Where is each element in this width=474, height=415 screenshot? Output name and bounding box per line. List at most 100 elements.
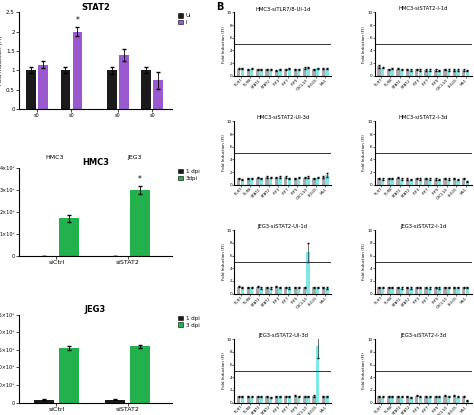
Bar (269, 398, 272, 403)
Bar (377, 287, 381, 294)
Bar (256, 287, 259, 294)
Bar (396, 178, 400, 185)
Bar (387, 69, 390, 76)
Bar (409, 180, 412, 185)
Bar (447, 396, 450, 403)
Bar (381, 179, 384, 185)
Bar (59, 218, 79, 256)
Bar (250, 287, 254, 294)
Bar (415, 287, 419, 294)
Bar (241, 287, 244, 294)
Title: JEG3-siSTAT2-I-3d: JEG3-siSTAT2-I-3d (400, 333, 447, 338)
Bar (269, 288, 272, 294)
Bar (275, 71, 278, 76)
Bar (278, 177, 282, 185)
Legend: 1 dpi, 3dpi: 1 dpi, 3dpi (178, 169, 200, 181)
Title: JEG3: JEG3 (85, 305, 106, 314)
Bar (246, 69, 250, 76)
Bar (425, 396, 428, 403)
Bar (428, 70, 431, 76)
Bar (237, 178, 240, 185)
Bar (297, 396, 301, 403)
Bar (456, 287, 460, 294)
Bar (438, 397, 441, 403)
Bar (456, 397, 460, 403)
Bar (61, 71, 70, 109)
Bar (275, 396, 278, 403)
Bar (288, 69, 291, 76)
Bar (387, 287, 390, 294)
Bar (312, 178, 316, 185)
Bar (259, 288, 263, 294)
Bar (154, 80, 163, 109)
Title: HMC3-siTLR7/8-UI-1d: HMC3-siTLR7/8-UI-1d (255, 6, 310, 11)
Bar (465, 71, 469, 76)
Bar (400, 288, 403, 294)
Bar (462, 178, 465, 185)
Bar (303, 178, 306, 185)
Title: JEG3-siSTAT2-UI-3d: JEG3-siSTAT2-UI-3d (258, 333, 308, 338)
Bar (293, 395, 297, 403)
Bar (26, 71, 36, 109)
Bar (278, 287, 282, 294)
Bar (443, 395, 447, 403)
Bar (447, 179, 450, 185)
Bar (415, 69, 419, 76)
Bar (246, 178, 250, 185)
Bar (293, 287, 297, 294)
Bar (307, 396, 310, 403)
Bar (288, 396, 291, 403)
Bar (288, 178, 291, 185)
Bar (428, 179, 431, 185)
Y-axis label: Fold Induction (FI): Fold Induction (FI) (0, 36, 3, 85)
Bar (284, 396, 287, 403)
Bar (237, 287, 240, 294)
Bar (391, 178, 394, 185)
Bar (130, 347, 150, 403)
Bar (409, 70, 412, 76)
Y-axis label: Fold Induction (FI): Fold Induction (FI) (221, 244, 226, 281)
Bar (297, 69, 301, 76)
Bar (250, 178, 254, 185)
Bar (400, 397, 403, 403)
Bar (434, 287, 437, 294)
Bar (400, 179, 403, 185)
Bar (34, 400, 54, 403)
Bar (462, 70, 465, 76)
Y-axis label: Fold Induction (FI): Fold Induction (FI) (362, 134, 366, 171)
Bar (141, 71, 151, 109)
Bar (325, 396, 328, 403)
Bar (453, 287, 456, 294)
Bar (396, 69, 400, 76)
Bar (275, 178, 278, 185)
Bar (73, 32, 82, 109)
Bar (325, 175, 328, 185)
Bar (237, 69, 240, 76)
Title: HMC3: HMC3 (82, 158, 109, 167)
Bar (275, 287, 278, 294)
Bar (246, 287, 250, 294)
Bar (419, 397, 422, 403)
Bar (443, 69, 447, 76)
Bar (406, 179, 409, 185)
Bar (434, 179, 437, 185)
Bar (265, 287, 269, 294)
Bar (284, 177, 287, 185)
Bar (303, 396, 306, 403)
Bar (425, 178, 428, 185)
Bar (59, 348, 79, 403)
Bar (105, 400, 125, 403)
Bar (316, 346, 319, 403)
Bar (303, 287, 306, 294)
Text: *: * (75, 16, 79, 25)
Bar (303, 68, 306, 76)
Title: JEG3-siSTAT2-UI-1d: JEG3-siSTAT2-UI-1d (258, 224, 308, 229)
Bar (391, 396, 394, 403)
Bar (381, 287, 384, 294)
Bar (322, 396, 325, 403)
Y-axis label: Fold Induction (FI): Fold Induction (FI) (221, 26, 226, 63)
Y-axis label: Fold Induction (FI): Fold Induction (FI) (362, 26, 366, 63)
Bar (316, 287, 319, 294)
Bar (269, 178, 272, 185)
Bar (456, 70, 460, 76)
